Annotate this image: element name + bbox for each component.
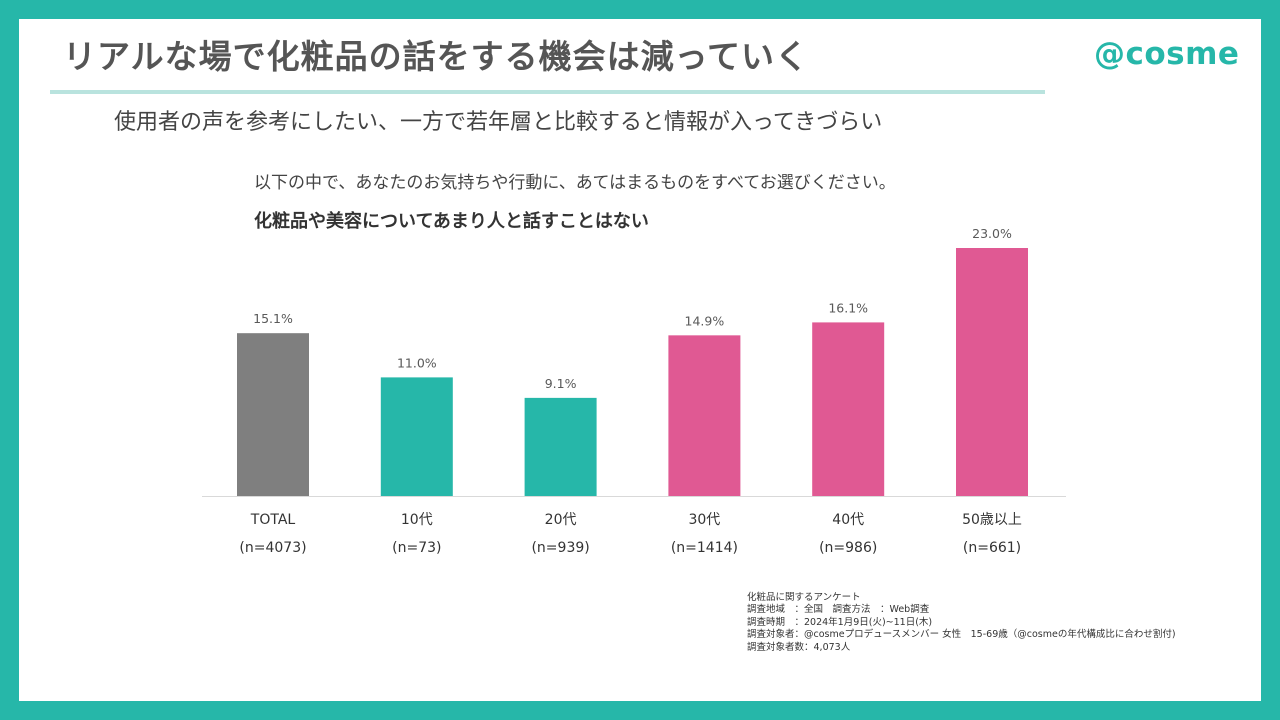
survey-info: 化粧品に関するアンケート 調査地域 ：全国 調査方法 ：Web調査 調査時期 ：… [747,592,1176,654]
category-label: 20代 [545,512,577,528]
survey-info-line: 調査時期 ：2024年1月9日(火)~11日(木) [747,616,933,628]
survey-info-line: 調査対象者：@cosmeプロデュースメンバー 女性 15-69歳（@cosmeの… [747,629,1176,641]
category-label: TOTAL [250,512,296,528]
bar-4 [668,335,741,496]
title-divider [50,90,1045,94]
bar-2 [380,377,453,496]
sample-size-label: (n=4073) [239,540,306,556]
survey-info-line: 調査地域 ：全国 調査方法 ：Web調査 [747,604,930,616]
survey-info-line: 化粧品に関するアンケート [747,592,861,603]
data-label: 9.1% [545,376,577,391]
sample-size-label: (n=1414) [671,540,738,556]
bar-5 [812,322,885,496]
data-label: 23.0% [972,226,1012,241]
slide-title: リアルな場で化粧品の話をする機会は減っていく [63,37,810,76]
survey-question: 以下の中で、あなたのお気持ちや行動に、あてはまるものをすべてお選びください。 [254,173,896,193]
chart-title: 化粧品や美容についてあまり人と話すことはない [254,211,649,232]
bar-6 [956,248,1028,496]
bar-3 [524,397,597,496]
data-label: 16.1% [828,300,868,315]
survey-info-line: 調査対象者数：4,073人 [747,641,851,653]
bar-1 [237,333,309,496]
sample-size-label: (n=73) [392,540,441,556]
data-label: 15.1% [253,311,293,326]
data-label: 14.9% [685,313,725,328]
slide-subtitle: 使用者の声を参考にしたい、一方で若年層と比較すると情報が入ってきづらい [114,110,883,135]
sample-size-label: (n=939) [531,540,589,556]
category-label: 30代 [688,512,720,528]
cosme-logo: @cosme [1094,36,1240,72]
category-label: 10代 [401,512,433,528]
category-label: 40代 [832,512,864,528]
data-label: 11.0% [397,355,437,370]
sample-size-label: (n=986) [819,540,877,556]
sample-size-label: (n=661) [963,540,1021,556]
category-label: 50歳以上 [962,512,1022,528]
